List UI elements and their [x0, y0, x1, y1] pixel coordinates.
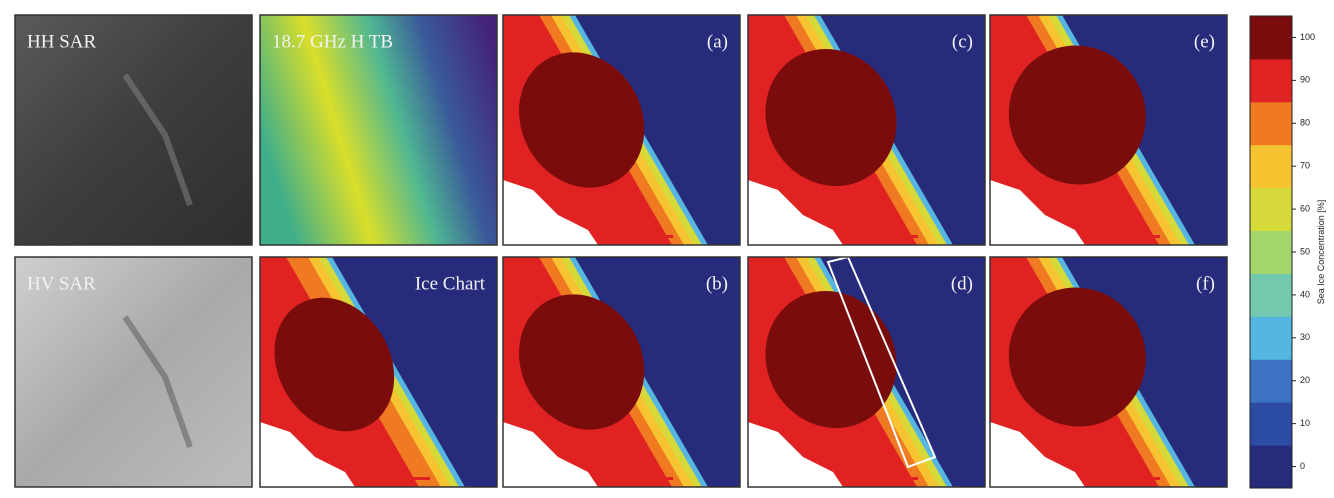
colorbar-segment — [1250, 316, 1292, 359]
colorbar-tick-label: 60 — [1300, 203, 1310, 213]
panel-label: HH SAR — [27, 31, 96, 52]
panel: (f) — [983, 257, 1227, 487]
panel: HV SAR — [15, 257, 252, 487]
panel: (b) — [495, 257, 740, 487]
panel-label: (d) — [951, 273, 973, 294]
figure: HH SAR 18.7 GHz H TB (a) (c) (e) HV SAR Ice Ch… — [0, 0, 1334, 498]
colorbar-tick-label: 70 — [1300, 161, 1310, 171]
colorbar-segment — [1250, 402, 1292, 445]
strip — [613, 235, 673, 238]
panel-label: (a) — [707, 31, 728, 52]
colorbar-segment — [1250, 445, 1292, 488]
colorbar-tick-label: 80 — [1300, 118, 1310, 128]
panel-label: (b) — [706, 273, 728, 294]
colorbar-tick-label: 0 — [1300, 461, 1305, 471]
colorbar-segment — [1250, 102, 1292, 145]
colorbar-label: Sea Ice Concentration [%] — [1316, 200, 1326, 305]
strip — [1100, 235, 1160, 238]
colorbar-segment — [1250, 16, 1292, 59]
strip — [858, 477, 918, 480]
colorbar-tick-label: 10 — [1300, 418, 1310, 428]
panel-label: (e) — [1194, 31, 1215, 52]
colorbar-tick-label: 30 — [1300, 332, 1310, 342]
panel-label: (f) — [1196, 273, 1215, 294]
colorbar-segment — [1250, 188, 1292, 231]
colorbar-segment — [1250, 59, 1292, 102]
panel: 18.7 GHz H TB — [260, 15, 497, 245]
panel-label: HV SAR — [27, 273, 96, 294]
panel: HH SAR — [15, 15, 252, 245]
strip — [858, 235, 918, 238]
colorbar-segment — [1250, 231, 1292, 274]
panel-label: (c) — [952, 31, 973, 52]
panel: Ice Chart — [251, 257, 497, 487]
strip — [370, 477, 430, 480]
colorbar-tick-label: 20 — [1300, 375, 1310, 385]
panel: (e) — [983, 15, 1227, 245]
panel: (d) — [741, 257, 985, 487]
colorbar-tick-label: 50 — [1300, 246, 1310, 256]
strip — [613, 477, 673, 480]
colorbar-segment — [1250, 359, 1292, 402]
colorbar-segment — [1250, 273, 1292, 316]
colorbar-tick-label: 90 — [1300, 75, 1310, 85]
panel-label: Ice Chart — [415, 273, 486, 294]
panel: (a) — [495, 15, 740, 245]
colorbar-tick-label: 40 — [1300, 289, 1310, 299]
panel: (c) — [741, 15, 985, 245]
panel-label: 18.7 GHz H TB — [272, 31, 393, 52]
colorbar-segment — [1250, 145, 1292, 188]
strip — [1100, 477, 1160, 480]
colorbar-tick-label: 100 — [1300, 32, 1315, 42]
